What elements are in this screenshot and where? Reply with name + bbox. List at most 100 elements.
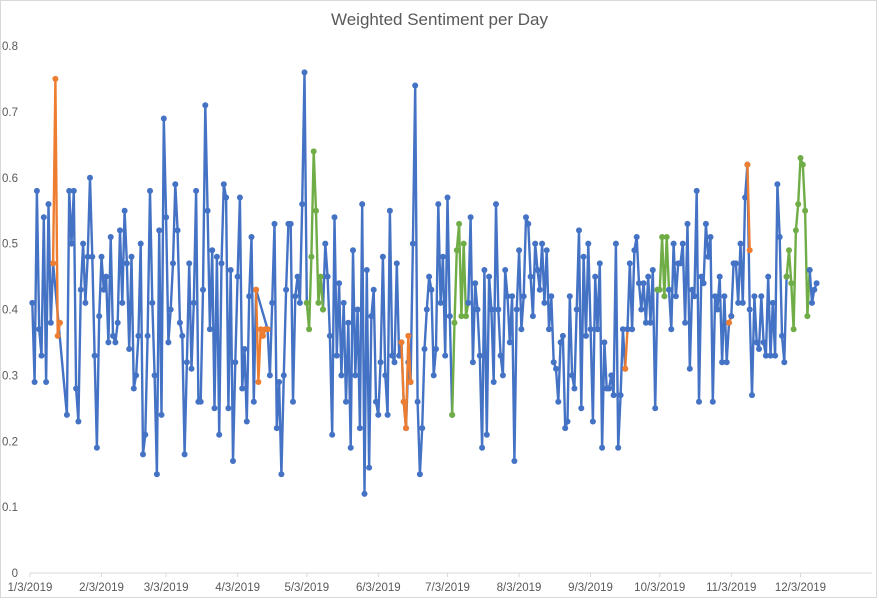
data-point — [670, 240, 677, 247]
data-point — [239, 385, 246, 392]
data-point — [31, 379, 38, 385]
data-point — [400, 398, 407, 405]
data-point — [218, 260, 225, 267]
data-point — [377, 359, 384, 366]
series-line — [808, 269, 818, 305]
data-point — [331, 214, 338, 221]
data-point — [476, 352, 483, 359]
data-point — [246, 293, 253, 300]
data-point — [809, 299, 815, 306]
data-point — [70, 187, 77, 194]
data-point — [77, 286, 84, 293]
data-point — [779, 332, 785, 339]
data-point — [619, 326, 626, 333]
data-point — [181, 451, 188, 458]
series-15 — [783, 155, 813, 333]
data-point — [213, 253, 220, 260]
data-point — [548, 293, 555, 300]
data-point — [636, 280, 642, 287]
data-point — [463, 313, 469, 320]
x-tick-label: 12/3/2019 — [775, 582, 826, 594]
series-layer — [29, 69, 820, 497]
data-point — [569, 372, 576, 379]
data-point — [495, 306, 502, 313]
data-point — [343, 398, 349, 405]
x-tick-label: 6/3/2019 — [356, 582, 401, 594]
data-point — [499, 372, 506, 379]
data-point — [80, 240, 87, 247]
data-point — [89, 253, 96, 260]
data-point — [329, 431, 336, 438]
data-point — [151, 372, 158, 379]
data-point — [366, 464, 373, 471]
data-point — [269, 299, 276, 306]
data-point — [541, 299, 548, 306]
data-point — [389, 352, 396, 359]
series-5 — [398, 332, 414, 432]
series-line — [51, 77, 62, 338]
data-point — [726, 319, 732, 326]
data-point — [433, 346, 439, 352]
data-point — [746, 247, 753, 254]
data-point — [253, 286, 260, 293]
data-point — [573, 306, 580, 313]
data-point — [608, 372, 615, 379]
series-10 — [654, 234, 672, 300]
data-point — [149, 299, 156, 306]
data-point — [705, 253, 712, 260]
data-point — [698, 273, 705, 280]
data-point — [523, 214, 529, 221]
data-point — [276, 379, 283, 385]
data-point — [271, 220, 278, 227]
data-point — [202, 102, 209, 109]
data-point — [340, 299, 347, 306]
series-4 — [303, 148, 326, 333]
data-point — [93, 444, 100, 451]
data-point — [617, 392, 624, 399]
data-point — [336, 280, 343, 287]
data-point — [190, 299, 197, 306]
y-tick-label: 0.1 — [2, 502, 18, 514]
data-point — [758, 293, 765, 300]
data-point — [128, 253, 135, 260]
data-point — [112, 339, 119, 346]
data-point — [156, 227, 163, 234]
data-point — [788, 280, 795, 287]
data-point — [103, 273, 110, 280]
data-point — [250, 398, 257, 405]
x-tick-label: 2/3/2019 — [79, 582, 124, 594]
data-point — [645, 273, 652, 280]
data-point — [739, 299, 746, 306]
data-point — [502, 267, 509, 273]
x-tick-label: 7/3/2019 — [425, 582, 470, 594]
data-point — [292, 293, 299, 300]
data-point — [444, 194, 451, 201]
data-point — [776, 234, 783, 240]
data-point — [712, 293, 719, 300]
y-tick-label: 0 — [12, 568, 18, 580]
data-point — [696, 398, 702, 405]
data-point — [283, 286, 290, 293]
data-point — [804, 313, 811, 320]
data-point — [689, 286, 696, 293]
data-point — [375, 411, 382, 418]
data-point — [592, 273, 599, 280]
data-point — [638, 306, 645, 313]
data-point — [260, 332, 266, 339]
data-point — [661, 293, 668, 300]
data-point — [751, 293, 758, 300]
data-point — [435, 201, 442, 208]
data-point — [525, 220, 532, 227]
series-0 — [29, 69, 310, 478]
data-point — [749, 392, 755, 399]
data-point — [301, 69, 308, 76]
data-point — [799, 161, 806, 168]
data-point — [594, 326, 601, 333]
data-point — [296, 299, 303, 306]
data-point — [368, 313, 375, 320]
data-point — [742, 194, 749, 201]
data-point — [442, 352, 449, 359]
data-point — [772, 352, 779, 359]
data-point — [559, 332, 566, 339]
data-point — [52, 75, 59, 82]
